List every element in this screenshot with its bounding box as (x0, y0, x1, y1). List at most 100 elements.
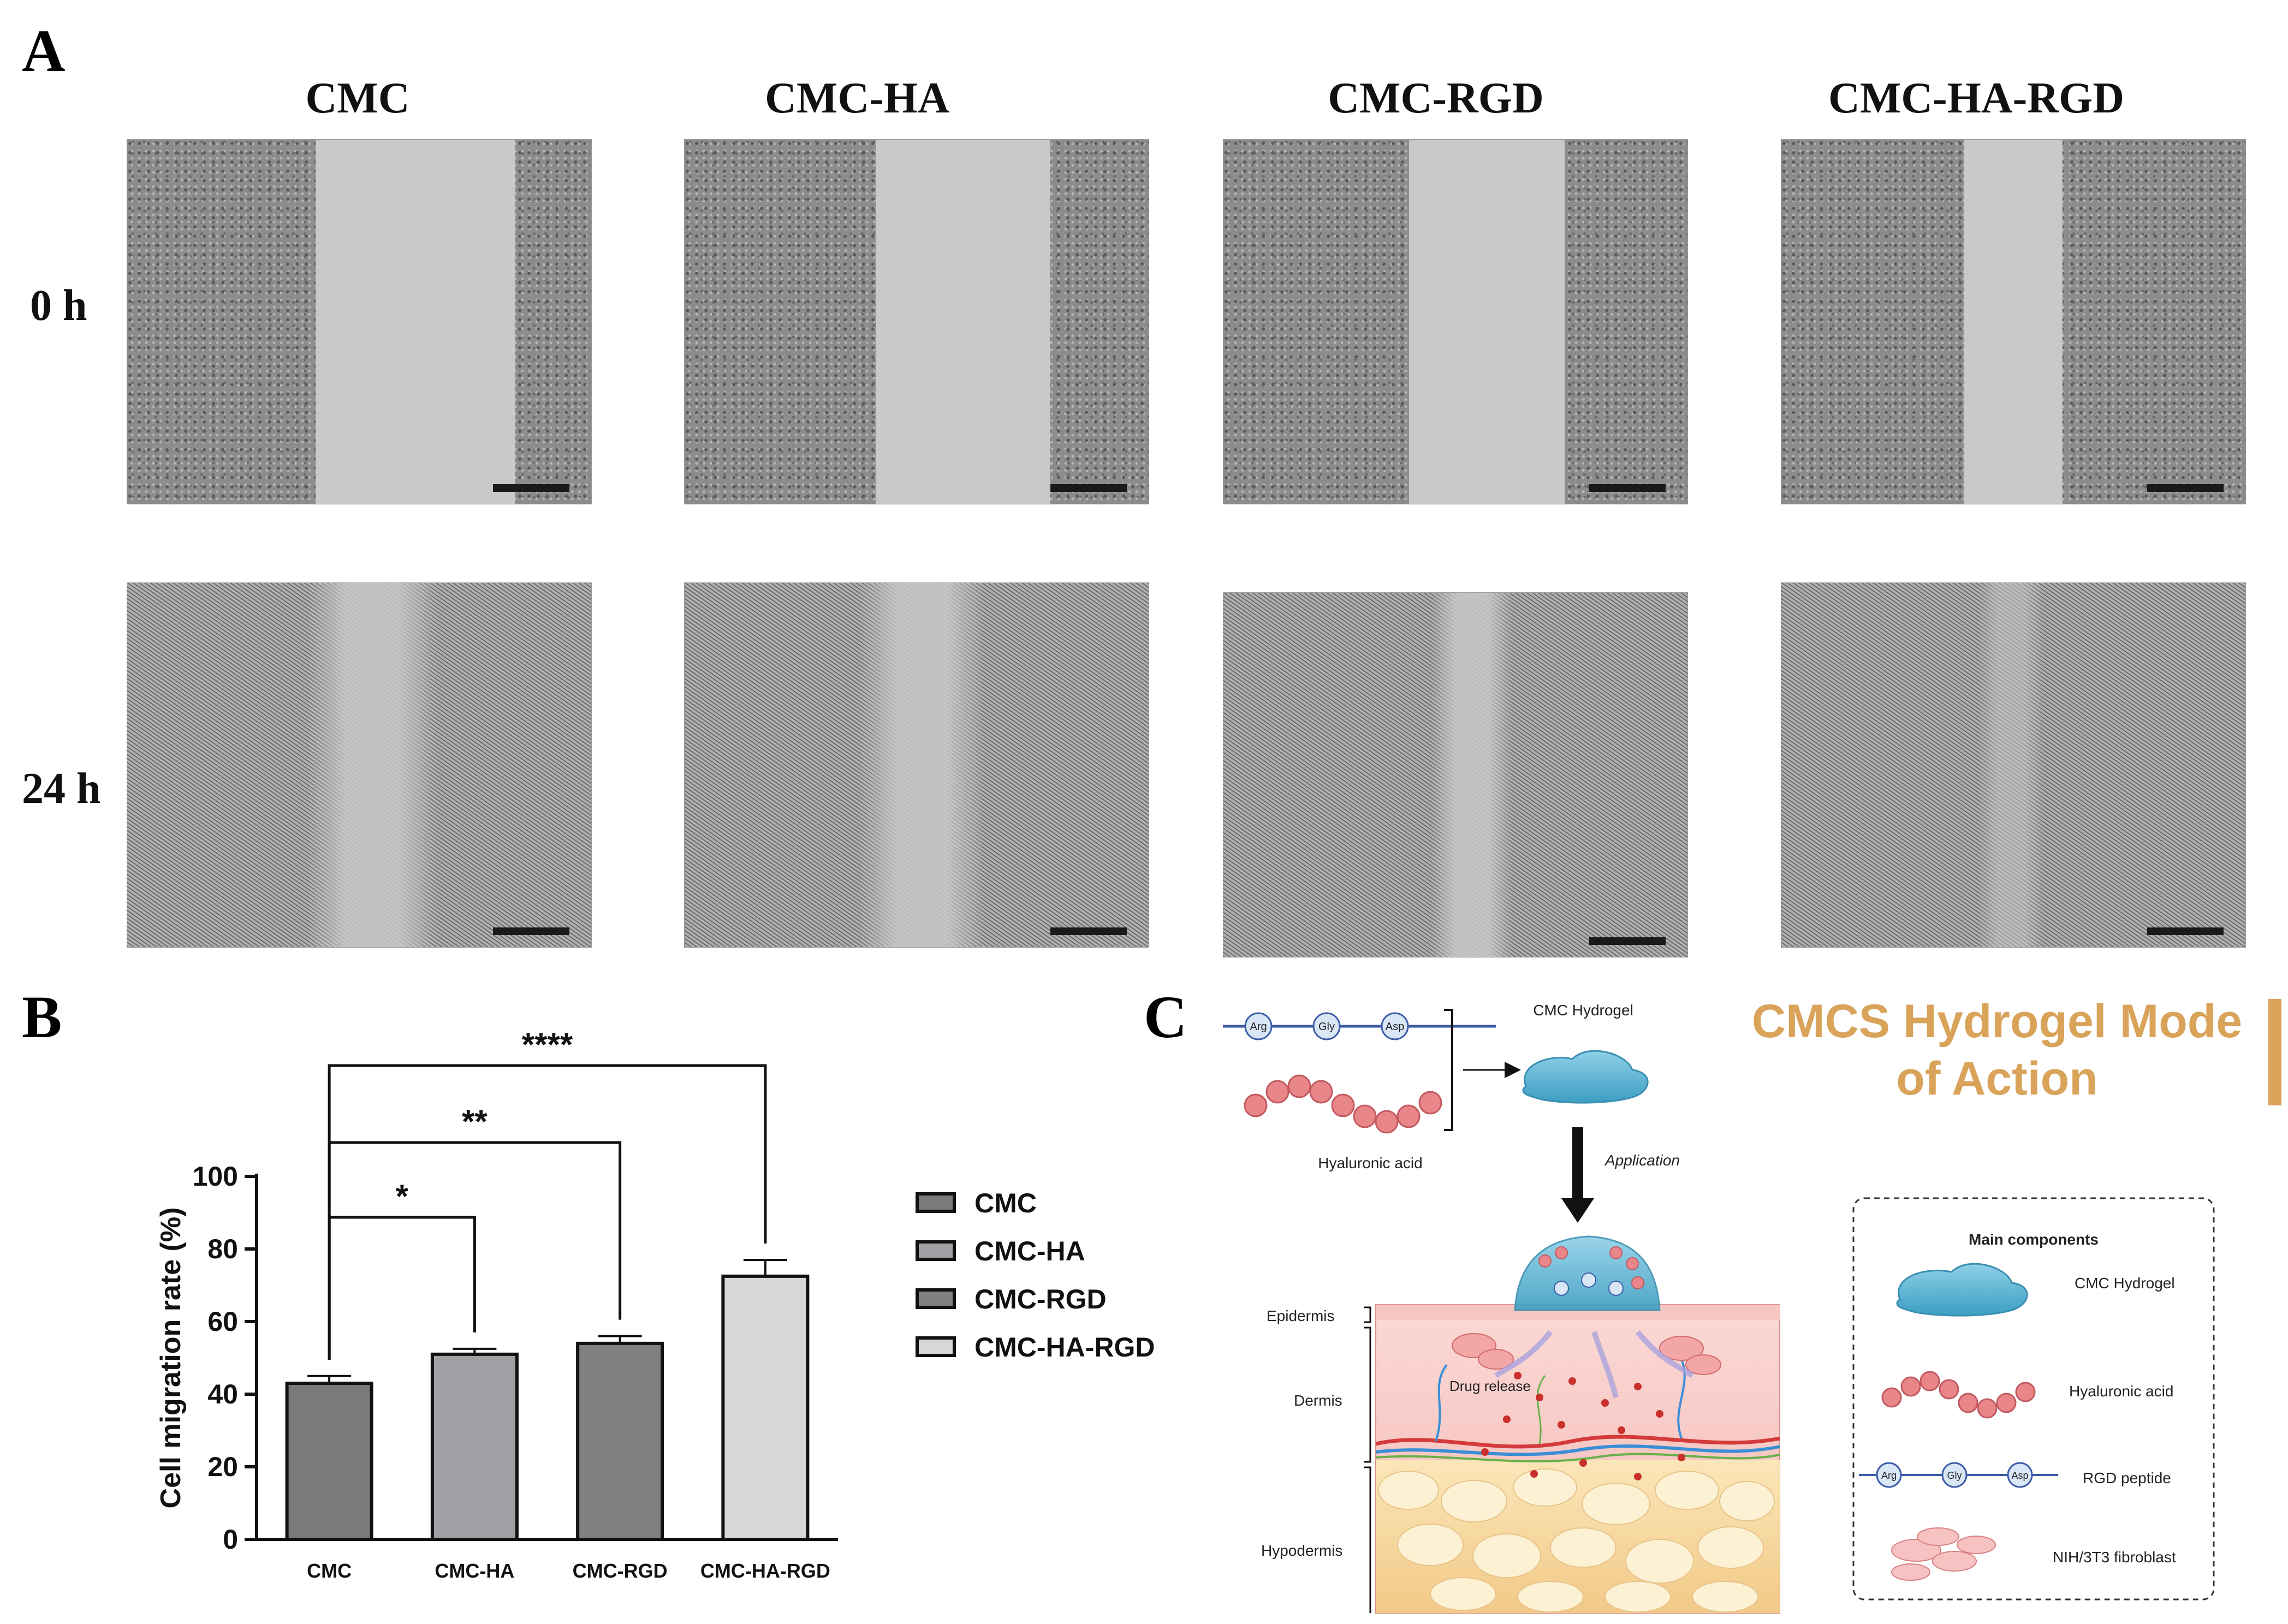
column-header-cmc-rgd: CMC-RGD (1328, 74, 1544, 122)
gly-label: Gly (1318, 1021, 1335, 1033)
micrograph-cmc-rgd-0h (1223, 139, 1688, 504)
legend-label: CMC-RGD (974, 1284, 1107, 1314)
micrograph-cmc-ha-rgd-24h (1781, 582, 2246, 948)
y-tick-label: 0 (223, 1524, 238, 1555)
chart-bars: CMC CMC-HA CMC-RGD CMC-HA-RGD (285, 1258, 830, 1582)
scratch-gap (859, 583, 985, 947)
legend-hyaluronic-icon (1881, 1371, 2036, 1419)
significance-brackets: ******* (328, 1026, 767, 1360)
legend-label: CMC-HA (974, 1236, 1085, 1266)
scratch-gap (307, 583, 438, 947)
column-header-cmc: CMC (305, 74, 410, 122)
asp-residue-icon (1381, 1012, 1409, 1040)
micrograph-cmc-rgd-24h (1223, 592, 1688, 957)
row-label-24h: 24 h (22, 765, 101, 813)
gly-residue-icon (1312, 1012, 1341, 1040)
scale-bar (2147, 927, 2224, 935)
rgd-peptide-chain: Arg Gly Asp (1223, 1012, 1496, 1040)
hyaluronic-acid-icon (1244, 1074, 1442, 1134)
legend-hyaluronic-label: Hyaluronic acid (2069, 1383, 2173, 1400)
bar-cmc-rgd (576, 1341, 664, 1542)
legend-label: CMC-HA-RGD (974, 1332, 1155, 1363)
y-tick-label: 80 (207, 1234, 238, 1264)
y-tick-label: 100 (193, 1161, 238, 1192)
application-arrow-shaft (1572, 1127, 1583, 1198)
application-arrow-head (1561, 1198, 1594, 1223)
legend-rgd-icon: Arg Gly Asp (1859, 1462, 2058, 1488)
scratch-gap (1964, 140, 2063, 504)
row-label-0h: 0 h (30, 282, 87, 330)
legend-gly-label: Gly (1947, 1470, 1962, 1481)
panel-label-b: B (22, 984, 62, 1050)
bar-cmc-ha-rgd (721, 1274, 810, 1541)
arg-label: Arg (1250, 1021, 1267, 1033)
hyaluronic-acid-label: Hyaluronic acid (1318, 1155, 1422, 1171)
drug-release-label: Drug release (1449, 1378, 1531, 1394)
scale-bar (493, 927, 569, 935)
scale-bar (1050, 927, 1127, 935)
legend-hydrogel-label: CMC Hydrogel (2075, 1275, 2175, 1292)
legend-fibroblast-label: NIH/3T3 fibroblast (2053, 1549, 2176, 1566)
scale-bar (1589, 484, 1666, 492)
y-axis-label: Cell migration rate (%) (155, 1207, 187, 1509)
skin-cross-section: Drug release (1375, 1304, 1780, 1614)
legend-fibroblast-icon (1891, 1527, 1996, 1581)
epidermis-label: Epidermis (1267, 1307, 1334, 1324)
micrograph-cmc-0h (127, 139, 592, 504)
panel-c-title-line2: of Action (1896, 1052, 2097, 1105)
x-tick-label: CMC (307, 1560, 352, 1582)
significance-bracket (328, 1216, 476, 1360)
scale-bar (1050, 484, 1127, 492)
legend-swatch (916, 1336, 956, 1357)
column-header-cmc-ha-rgd: CMC-HA-RGD (1828, 74, 2125, 122)
column-header-cmc-ha: CMC-HA (765, 74, 949, 122)
significance-bracket (328, 1064, 767, 1360)
x-tick-label: CMC-RGD (573, 1560, 668, 1582)
scratch-gap (876, 140, 1050, 504)
components-legend-title: Main components (1969, 1231, 2099, 1248)
scratch-gap (1431, 593, 1513, 957)
legend-label: CMC (974, 1188, 1037, 1218)
legend-swatch (916, 1240, 956, 1261)
x-tick-label: CMC-HA-RGD (700, 1560, 830, 1582)
bar-cmc-ha (430, 1352, 519, 1541)
legend-rgd-label: RGD peptide (2083, 1470, 2171, 1486)
panel-label-a: A (22, 17, 66, 84)
legend-arg-label: Arg (1881, 1470, 1897, 1481)
bar-cmc (285, 1382, 373, 1541)
scratch-gap (316, 140, 515, 504)
panel-c-title-line1: CMCS Hydrogel Mode (1752, 995, 2242, 1048)
significance-stars: **** (522, 1026, 573, 1063)
y-tick-label: 60 (207, 1306, 238, 1337)
legend-swatch (916, 1192, 956, 1213)
application-label: Application (1604, 1152, 1680, 1169)
significance-stars: * (396, 1178, 409, 1215)
legend-swatch (916, 1288, 956, 1309)
panel-label-c: C (1144, 984, 1187, 1050)
scale-bar (1589, 937, 1666, 945)
scale-bar (493, 484, 569, 492)
dermis-label: Dermis (1294, 1392, 1342, 1409)
mode-of-action-diagram: Arg Gly Asp Hyaluronic acid CMC Hydrogel… (1223, 995, 2281, 1614)
micrograph-cmc-24h (127, 582, 592, 948)
components-legend-box (1852, 1197, 2215, 1601)
micrograph-cmc-ha-0h (684, 139, 1149, 504)
legend-asp-label: Asp (2011, 1470, 2028, 1481)
legend-hydrogel-icon (1896, 1263, 2028, 1317)
scratch-gap (1409, 140, 1565, 504)
asp-label: Asp (1386, 1021, 1404, 1033)
micrograph-cmc-ha-24h (684, 582, 1149, 948)
hypodermis-label: Hypodermis (1261, 1542, 1342, 1559)
micrograph-cmc-ha-rgd-0h (1781, 139, 2246, 504)
y-tick-label: 20 (207, 1452, 238, 1482)
scratch-gap (1978, 583, 2043, 947)
title-accent-bar (2268, 999, 2281, 1105)
hydrogel-blob-icon (1522, 1050, 1649, 1104)
scale-bar (2147, 484, 2224, 492)
arg-residue-icon (1244, 1012, 1273, 1040)
chart-legend: CMC CMC-HA CMC-RGD CMC-HA-RGD (916, 1188, 1155, 1363)
hydrogel-label-top: CMC Hydrogel (1533, 1002, 1633, 1019)
significance-stars: ** (462, 1103, 488, 1140)
